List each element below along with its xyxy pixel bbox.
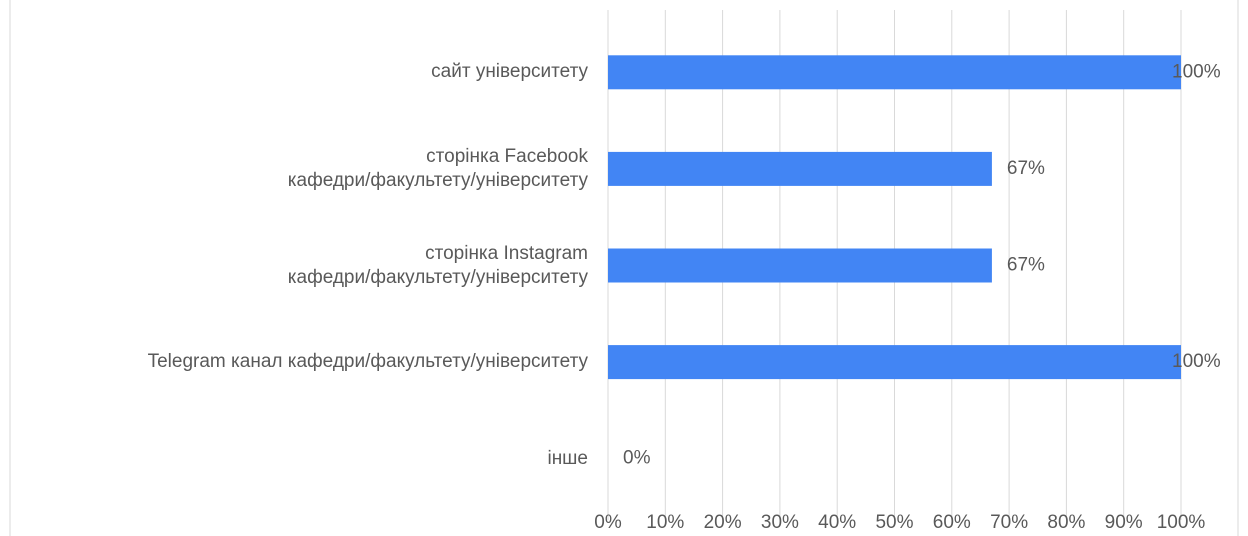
x-tick-label: 70%: [990, 512, 1028, 533]
x-tick-label: 50%: [875, 512, 913, 533]
x-tick-label: 40%: [818, 512, 856, 533]
value-label: 0%: [623, 448, 651, 469]
value-label: 100%: [1172, 61, 1221, 82]
bar: [608, 55, 1181, 90]
bar: [608, 151, 992, 186]
bar: [608, 248, 992, 283]
x-tick-label: 80%: [1047, 512, 1085, 533]
frame: [9, 0, 1239, 536]
x-tick-label: 30%: [761, 512, 799, 533]
value-label: 67%: [1007, 158, 1045, 179]
x-tick-label: 0%: [594, 512, 622, 533]
category-label: сторінка Instagram кафедри/факультету/ун…: [287, 242, 588, 288]
category-label: сайт університету: [431, 61, 588, 83]
x-tick-label: 60%: [933, 512, 971, 533]
x-tick-label: 20%: [704, 512, 742, 533]
x-tick-label: 100%: [1157, 512, 1206, 533]
category-label: Telegram канал кафедри/факультету/універ…: [147, 351, 588, 373]
bar: [608, 345, 1181, 380]
category-label: сторінка Facebook кафедри/факультету/уні…: [287, 145, 588, 191]
x-tick-label: 10%: [646, 512, 684, 533]
value-label: 100%: [1172, 351, 1221, 372]
x-tick-label: 90%: [1105, 512, 1143, 533]
category-label: інше: [547, 447, 588, 469]
value-label: 67%: [1007, 255, 1045, 276]
